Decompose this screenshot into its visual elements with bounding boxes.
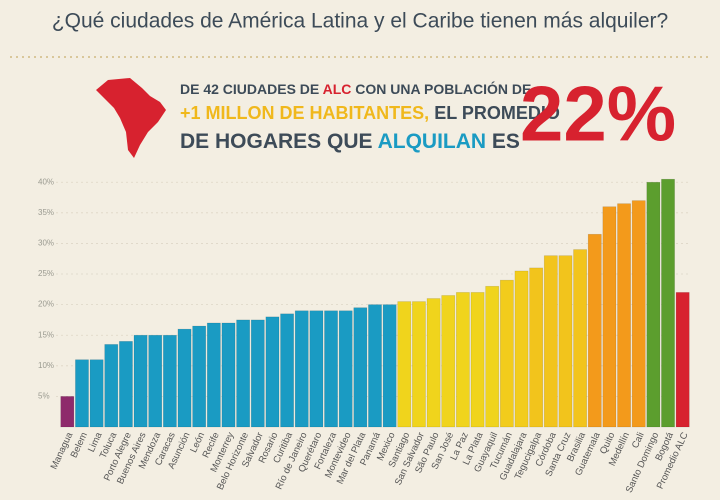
callout-segment: ES (486, 130, 520, 153)
y-tick-label: 10% (38, 361, 54, 370)
chart-title: ¿Qué ciudades de América Latina y el Car… (52, 10, 668, 33)
bar (221, 322, 236, 428)
callout-line: DE 42 CIUDADES DE ALC CON UNA POBLACIÓN … (180, 80, 531, 97)
bar (206, 322, 221, 428)
callout-segment: ALC (323, 81, 352, 97)
callout-segment: +1 MILLON DE HABITANTES, (180, 103, 429, 123)
y-tick-label: 25% (38, 269, 54, 278)
bar (368, 304, 382, 428)
bar (309, 310, 324, 428)
bar (324, 310, 338, 428)
bar (75, 359, 89, 428)
bar (587, 233, 602, 428)
bar (265, 316, 280, 428)
bar (294, 310, 309, 428)
bar (573, 249, 588, 428)
y-tick-label: 30% (38, 239, 54, 248)
bar (162, 334, 177, 428)
bar (412, 301, 426, 428)
bar (382, 304, 397, 428)
bar (617, 203, 631, 428)
bar (441, 295, 456, 428)
bar (236, 319, 251, 428)
y-tick-label: 15% (38, 330, 54, 339)
callout-segment: DE HOGARES QUE (180, 130, 378, 153)
bar (148, 334, 163, 428)
bar (426, 298, 441, 428)
bar (60, 396, 75, 428)
bar (499, 279, 514, 428)
bar (192, 325, 207, 428)
callout-segment: CON UNA POBLACIÓN DE (351, 80, 531, 97)
bar (529, 267, 544, 428)
bar (104, 344, 119, 428)
bar (646, 181, 661, 428)
bar (280, 313, 294, 428)
bar (338, 310, 353, 428)
bar (675, 292, 690, 428)
bar (456, 292, 470, 428)
y-tick-label: 20% (38, 300, 54, 309)
bar (558, 255, 573, 428)
bar (177, 328, 192, 428)
bar (543, 255, 558, 428)
y-tick-label: 40% (38, 177, 54, 186)
bar (353, 307, 368, 428)
callout-line: DE HOGARES QUE ALQUILAN ES (180, 130, 520, 153)
callout-line: +1 MILLON DE HABITANTES, EL PROMEDIO (180, 103, 560, 123)
bar (631, 200, 646, 428)
bar (514, 270, 529, 428)
callout: DE 42 CIUDADES DE ALC CON UNA POBLACIÓN … (180, 80, 560, 153)
bar (602, 206, 617, 428)
callout-segment: EL PROMEDIO (429, 103, 560, 123)
bar (133, 334, 148, 428)
bar (119, 341, 133, 428)
callout-segment: ALQUILAN (378, 130, 487, 153)
y-tick-label: 35% (38, 208, 54, 217)
bar (89, 359, 104, 428)
y-tick-label: 5% (38, 392, 50, 401)
bar (485, 285, 500, 428)
bar (397, 301, 412, 428)
callout-segment: DE 42 CIUDADES DE (180, 81, 323, 97)
bar (661, 178, 675, 428)
bar (470, 292, 485, 428)
map-icon (96, 78, 166, 158)
highlight: 22% (520, 70, 676, 158)
bar (250, 319, 265, 428)
